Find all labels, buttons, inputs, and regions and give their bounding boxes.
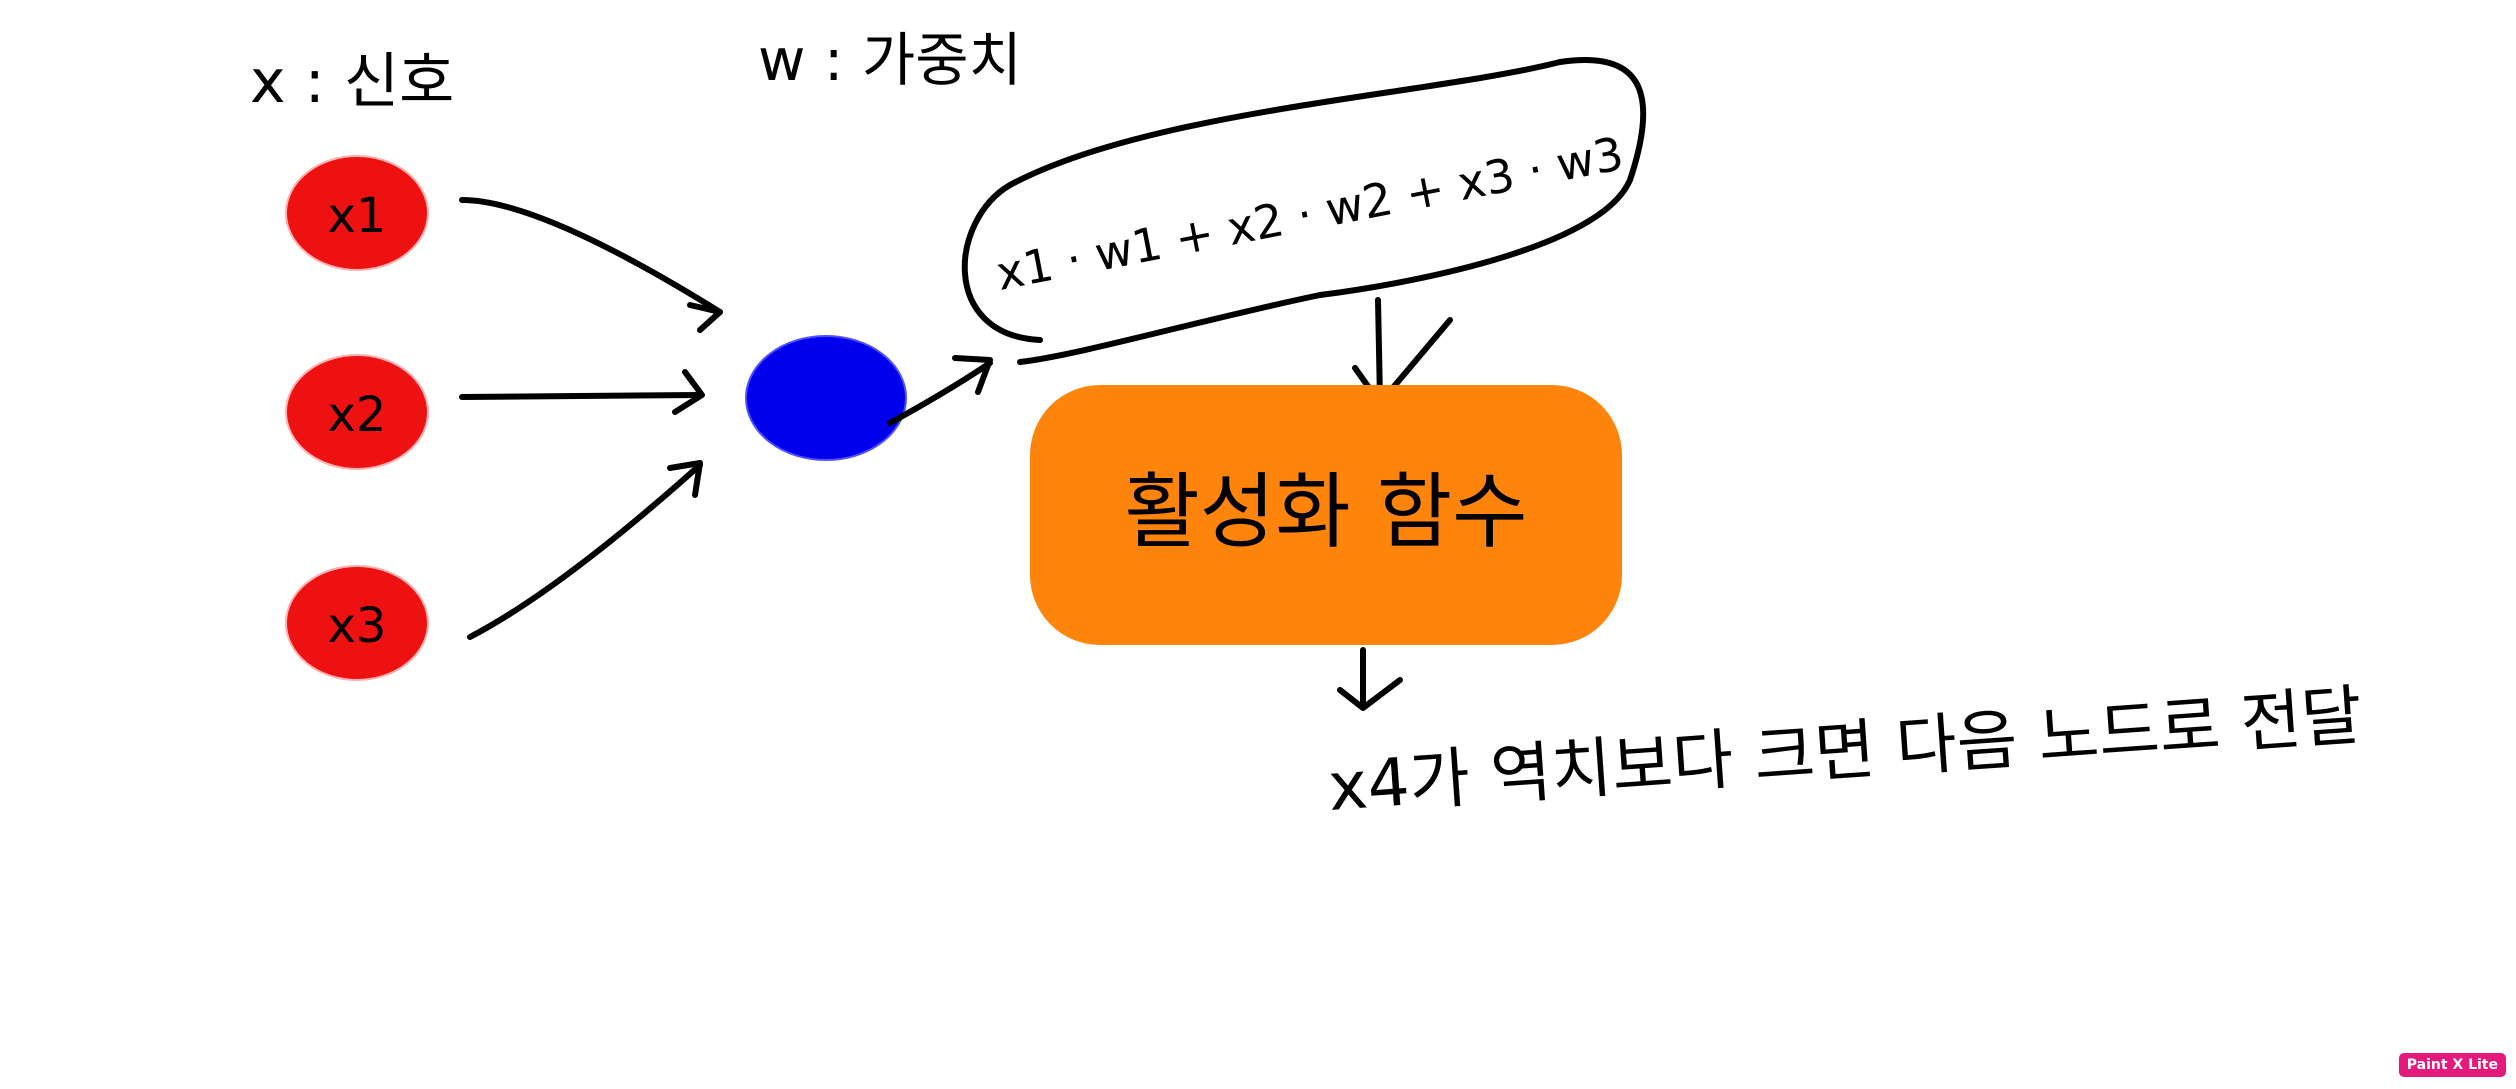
input-2-label: x2 (328, 387, 387, 443)
weight-label: w : 가중치 (758, 26, 1022, 94)
sum-node (745, 335, 907, 461)
arrow-bubble-to-activation (1375, 297, 1383, 403)
input-1-label: x1 (328, 188, 387, 244)
arrow-sum-to-bubble (887, 360, 993, 426)
input-node-1: x1 (285, 155, 429, 271)
input-node-2: x2 (285, 354, 429, 470)
arrow-head-4 (952, 355, 993, 395)
activation-function-label: 활성화 함수 (1124, 465, 1527, 560)
app-watermark-badge: Paint X Lite (2398, 1053, 2506, 1077)
arrow-x1-to-sum (459, 197, 723, 315)
arrow-head-6 (1337, 677, 1403, 711)
arrow-x2-to-sum (459, 392, 703, 400)
arrow-head-3 (667, 460, 703, 498)
activation-function-box: 활성화 함수 (1030, 385, 1622, 645)
input-3-label: x3 (328, 598, 387, 654)
arrow-head-1 (687, 302, 723, 333)
output-note: x4가 역치보다 크면 다음 노드로 전달 (1326, 677, 2365, 826)
signal-label: x : 신호 (250, 47, 454, 117)
arrow-x3-to-sum (467, 462, 703, 640)
weighted-sum-bubble (961, 56, 1647, 365)
arrow-head-2 (672, 369, 705, 415)
input-node-3: x3 (285, 565, 429, 681)
